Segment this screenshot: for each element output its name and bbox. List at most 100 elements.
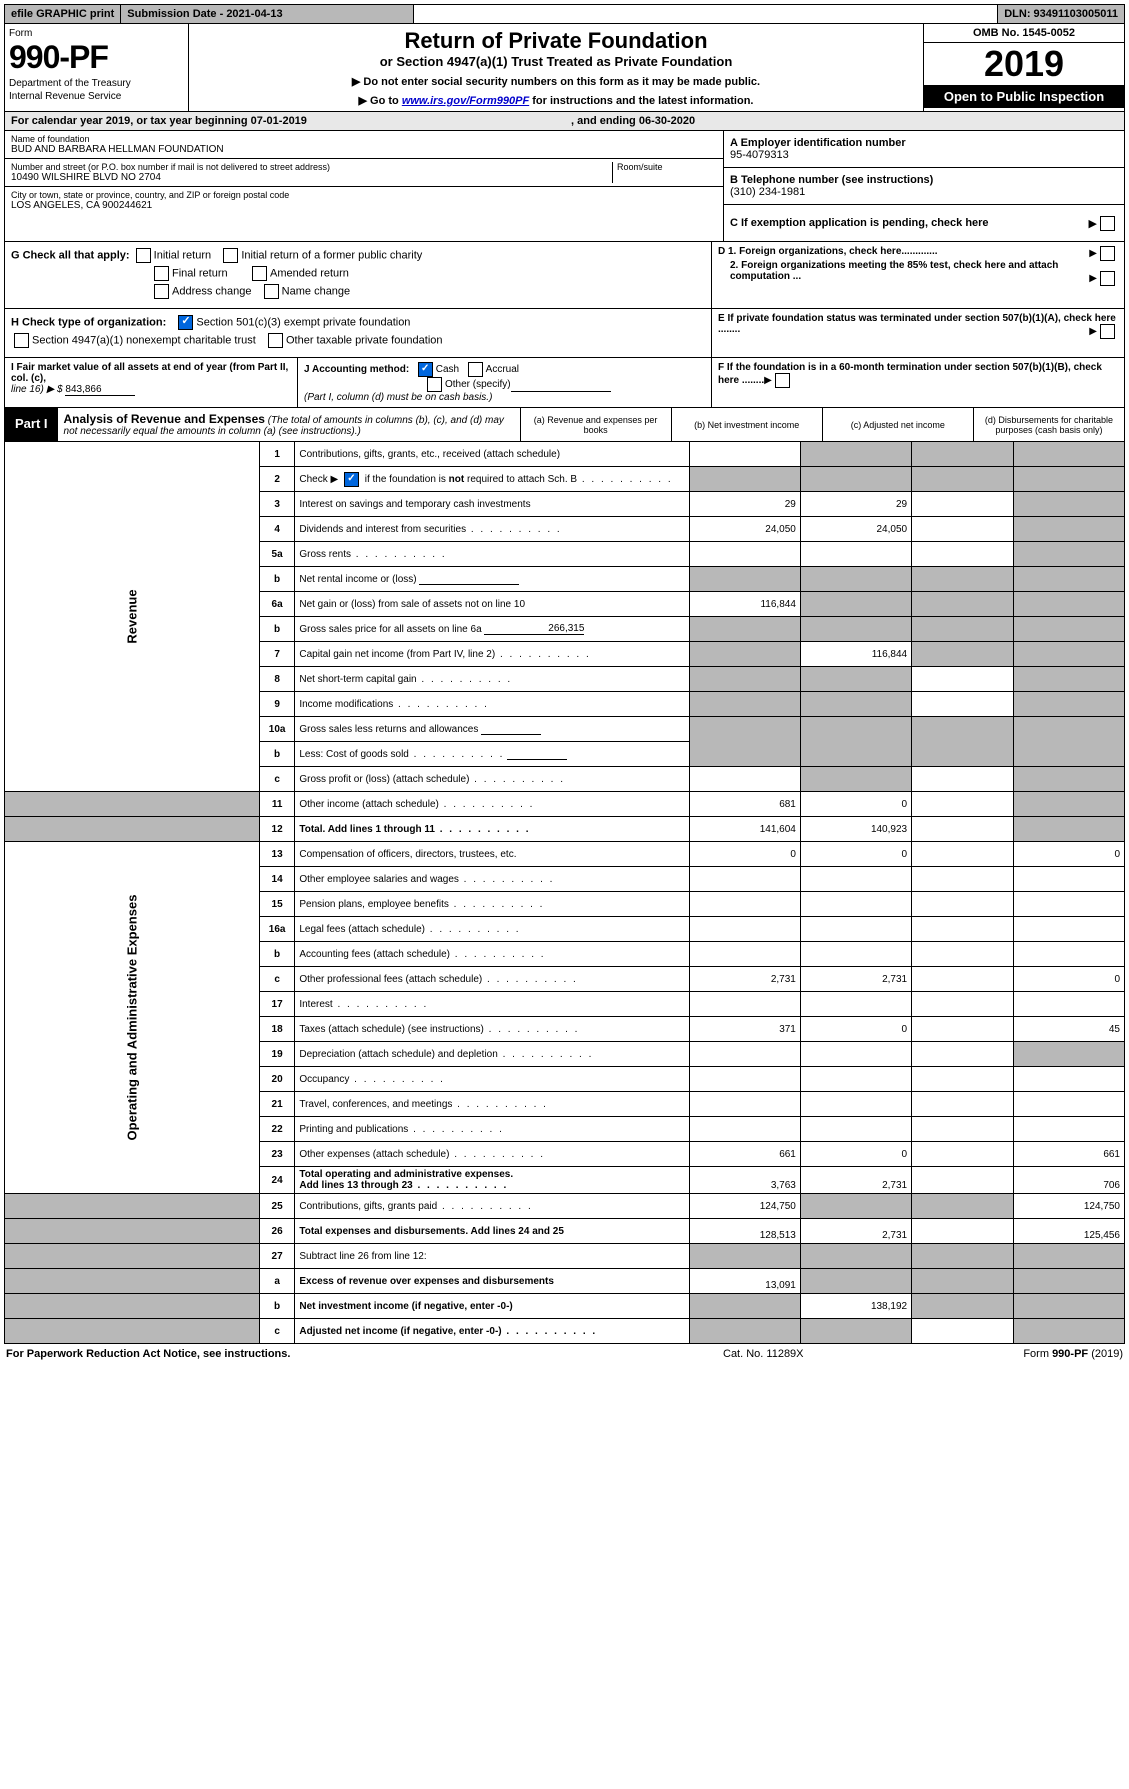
d1-line: D 1. Foreign organizations, check here..… — [718, 246, 1118, 257]
h-4947-chk[interactable] — [14, 333, 29, 348]
g-initial-chk[interactable] — [136, 248, 151, 263]
top-bar: efile GRAPHIC print Submission Date - 20… — [4, 4, 1125, 24]
addr-cell: Number and street (or P.O. box number if… — [5, 159, 723, 187]
info-block: Name of foundation BUD AND BARBARA HELLM… — [4, 131, 1125, 242]
schb-chk[interactable]: ✓ — [344, 472, 359, 487]
efile-label: efile GRAPHIC print — [5, 5, 121, 23]
part1-header: Part I Analysis of Revenue and Expenses … — [4, 408, 1125, 442]
c-label: C If exemption application is pending, c… — [730, 217, 1089, 229]
revenue-side: Revenue — [5, 442, 260, 792]
calendar-row: For calendar year 2019, or tax year begi… — [4, 112, 1125, 131]
phone-cell: B Telephone number (see instructions) (3… — [724, 168, 1124, 205]
e-chk[interactable] — [1100, 324, 1115, 339]
part1-cols: (a) Revenue and expenses per books (b) N… — [520, 408, 1124, 441]
j-note: (Part I, column (d) must be on cash basi… — [304, 392, 492, 403]
col-d: (d) Disbursements for charitable purpose… — [973, 408, 1124, 441]
form-header: Form 990-PF Department of the Treasury I… — [4, 24, 1125, 112]
addr-val: 10490 WILSHIRE BLVD NO 2704 — [11, 172, 612, 183]
open-inspection: Open to Public Inspection — [924, 85, 1124, 108]
j-label: J Accounting method: — [304, 364, 409, 375]
name-val: BUD AND BARBARA HELLMAN FOUNDATION — [11, 144, 717, 155]
j-acc: Accrual — [486, 364, 519, 375]
part1-title: Analysis of Revenue and Expenses — [64, 412, 265, 426]
d2-text: 2. Foreign organizations meeting the 85%… — [730, 260, 1058, 282]
foot-catno: Cat. No. 11289X — [723, 1348, 923, 1360]
col-b: (b) Net investment income — [671, 408, 822, 441]
g-label: G Check all that apply: — [11, 249, 130, 261]
col-c: (c) Adjusted net income — [822, 408, 973, 441]
city-cell: City or town, state or province, country… — [5, 187, 723, 214]
e-line: E If private foundation status was termi… — [718, 313, 1118, 335]
form-word: Form — [9, 28, 184, 39]
table-row: Revenue 1Contributions, gifts, grants, e… — [5, 442, 1125, 467]
g-o4: Amended return — [270, 267, 349, 279]
fmv-j: J Accounting method: ✓Cash Accrual Other… — [298, 358, 712, 407]
part1-desc: Analysis of Revenue and Expenses (The to… — [58, 408, 520, 441]
city-label: City or town, state or province, country… — [11, 190, 717, 200]
i-val: 843,866 — [65, 384, 135, 396]
e-text: E If private foundation status was termi… — [718, 313, 1116, 335]
room-cell: Room/suite — [612, 162, 717, 183]
c-checkbox[interactable] — [1100, 216, 1115, 231]
top-blank — [414, 5, 997, 23]
dln: DLN: 93491103005011 — [997, 5, 1124, 23]
g-addr-chk[interactable] — [154, 284, 169, 299]
ssn-note: ▶ Do not enter social security numbers o… — [193, 75, 919, 88]
form-number: 990-PF — [9, 39, 184, 76]
tax-year: 2019 — [924, 43, 1124, 85]
table-row: cAdjusted net income (if negative, enter… — [5, 1319, 1125, 1344]
hdr-left: Form 990-PF Department of the Treasury I… — [5, 24, 189, 111]
col-a: (a) Revenue and expenses per books — [520, 408, 671, 441]
g-row: G Check all that apply: Initial return I… — [4, 242, 1125, 309]
j-cash-chk[interactable]: ✓ — [418, 362, 433, 377]
j-acc-chk[interactable] — [468, 362, 483, 377]
e-right: E If private foundation status was termi… — [711, 309, 1124, 357]
h-row: H Check type of organization: ✓Section 5… — [4, 309, 1125, 358]
g-former-chk[interactable] — [223, 248, 238, 263]
f-line: F If the foundation is in a 60-month ter… — [718, 362, 1118, 388]
g-name-chk[interactable] — [264, 284, 279, 299]
d1-chk[interactable] — [1100, 246, 1115, 261]
g-line3: Address change Name change — [11, 284, 705, 299]
d2-chk[interactable] — [1100, 271, 1115, 286]
foundation-name-cell: Name of foundation BUD AND BARBARA HELLM… — [5, 131, 723, 159]
g-o6: Name change — [282, 285, 351, 297]
cal-begin: For calendar year 2019, or tax year begi… — [11, 115, 571, 127]
table-row: 12Total. Add lines 1 through 11141,60414… — [5, 817, 1125, 842]
goto-b: for instructions and the latest informat… — [529, 95, 753, 107]
info-right: A Employer identification number 95-4079… — [723, 131, 1124, 241]
table-row: 25Contributions, gifts, grants paid124,7… — [5, 1194, 1125, 1219]
goto-link[interactable]: www.irs.gov/Form990PF — [402, 95, 529, 107]
g-amend-chk[interactable] — [252, 266, 267, 281]
hdr-center: Return of Private Foundation or Section … — [189, 24, 923, 111]
table-row: 27Subtract line 26 from line 12: — [5, 1244, 1125, 1269]
d-right: D 1. Foreign organizations, check here..… — [711, 242, 1124, 308]
foot-paperwork: For Paperwork Reduction Act Notice, see … — [6, 1348, 723, 1360]
g-final-chk[interactable] — [154, 266, 169, 281]
phone-label: B Telephone number (see instructions) — [730, 174, 1118, 186]
j-other-chk[interactable] — [427, 377, 442, 392]
dept: Department of the Treasury — [9, 78, 184, 89]
exemption-cell: C If exemption application is pending, c… — [724, 205, 1124, 241]
phone-val: (310) 234-1981 — [730, 186, 1118, 198]
j-cash: Cash — [436, 364, 459, 375]
h-label: H Check type of organization: — [11, 316, 166, 328]
i-line: line 16) ▶ $ — [11, 384, 63, 395]
fmv-f: F If the foundation is in a 60-month ter… — [712, 358, 1124, 407]
h-other-chk[interactable] — [268, 333, 283, 348]
city-val: LOS ANGELES, CA 900244621 — [11, 200, 717, 211]
table-row: aExcess of revenue over expenses and dis… — [5, 1269, 1125, 1294]
h-501c3-chk[interactable]: ✓ — [178, 315, 193, 330]
h-left: H Check type of organization: ✓Section 5… — [5, 309, 711, 357]
j-other: Other (specify) — [445, 379, 511, 390]
fmv-row: I Fair market value of all assets at end… — [4, 358, 1125, 408]
c-arrow: ▶ — [1089, 217, 1097, 230]
g-line2: Final return Amended return — [11, 266, 705, 281]
j-other-fill — [511, 391, 611, 392]
ein-label: A Employer identification number — [730, 137, 1118, 149]
i-label: I Fair market value of all assets at end… — [11, 362, 288, 384]
f-chk[interactable] — [775, 373, 790, 388]
h-o1: Section 501(c)(3) exempt private foundat… — [196, 316, 410, 328]
table-row: bNet investment income (if negative, ent… — [5, 1294, 1125, 1319]
h-line2: Section 4947(a)(1) nonexempt charitable … — [11, 333, 705, 348]
